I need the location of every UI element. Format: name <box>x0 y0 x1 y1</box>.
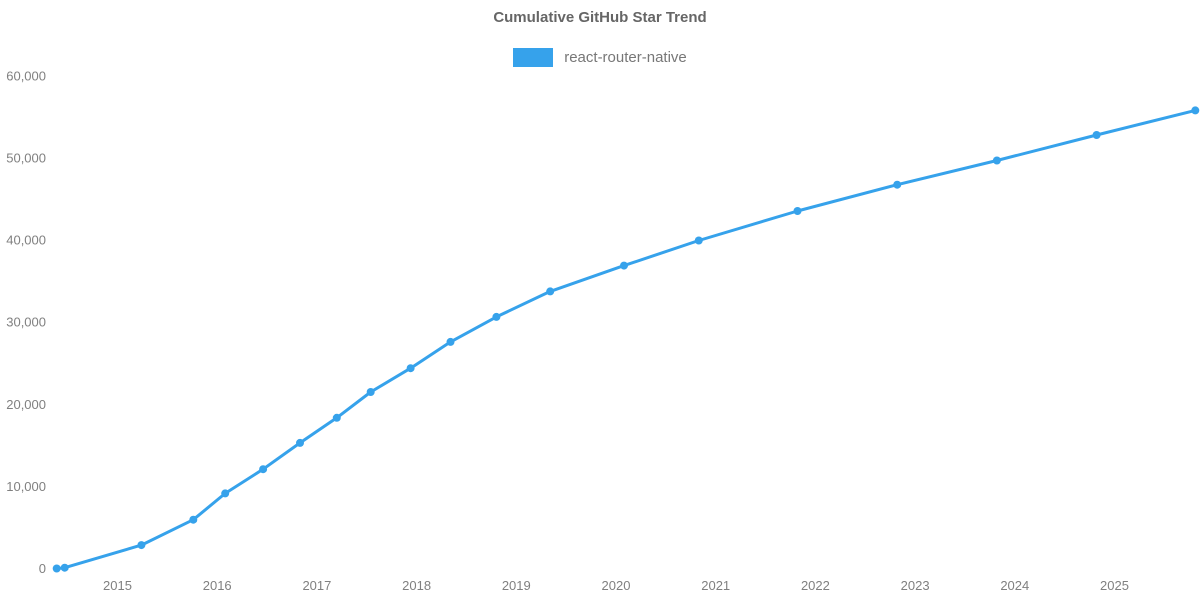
y-axis-tick-label: 0 <box>39 561 46 576</box>
y-axis-tick-label: 40,000 <box>6 233 46 248</box>
data-point <box>446 337 455 346</box>
x-axis-tick-label: 2016 <box>203 578 232 593</box>
data-point <box>620 261 628 270</box>
data-point <box>189 515 198 524</box>
x-axis-tick-label: 2023 <box>901 578 930 593</box>
x-axis-tick-label: 2019 <box>502 578 531 593</box>
x-axis-tick-label: 2015 <box>103 578 132 593</box>
data-point <box>221 489 230 498</box>
data-point <box>366 388 375 396</box>
data-point <box>546 287 555 296</box>
x-axis-tick-label: 2020 <box>602 578 631 593</box>
data-point <box>332 413 341 422</box>
legend-item-react-router-native[interactable]: react-router-native <box>513 48 687 67</box>
y-axis-tick-label: 20,000 <box>6 397 46 412</box>
legend: react-router-native <box>0 48 1200 67</box>
y-axis-tick-label: 60,000 <box>6 68 46 83</box>
x-axis-tick-label: 2021 <box>701 578 730 593</box>
x-axis-tick-label: 2017 <box>302 578 331 593</box>
data-point <box>296 438 304 447</box>
data-point <box>492 312 501 321</box>
data-point <box>259 465 268 474</box>
y-axis-tick-label: 30,000 <box>6 315 46 330</box>
x-axis-tick-label: 2018 <box>402 578 431 593</box>
x-axis-tick-label: 2024 <box>1000 578 1029 593</box>
data-point <box>992 156 1001 165</box>
data-point <box>1092 131 1101 139</box>
legend-label: react-router-native <box>564 49 687 66</box>
y-axis-tick-label: 50,000 <box>6 151 46 166</box>
x-axis-tick-label: 2022 <box>801 578 830 593</box>
legend-swatch <box>513 48 554 67</box>
chart-title: Cumulative GitHub Star Trend <box>493 9 707 26</box>
data-point <box>793 207 802 215</box>
data-point <box>1191 106 1200 115</box>
x-axis-tick-label: 2025 <box>1100 578 1129 593</box>
data-point <box>406 364 415 373</box>
data-point <box>52 564 61 573</box>
data-point <box>694 236 703 245</box>
data-point <box>893 180 902 189</box>
y-axis-tick-label: 10,000 <box>6 479 46 494</box>
data-point <box>137 541 146 550</box>
data-point <box>60 563 69 572</box>
series-line-react-router-native <box>55 108 1197 570</box>
